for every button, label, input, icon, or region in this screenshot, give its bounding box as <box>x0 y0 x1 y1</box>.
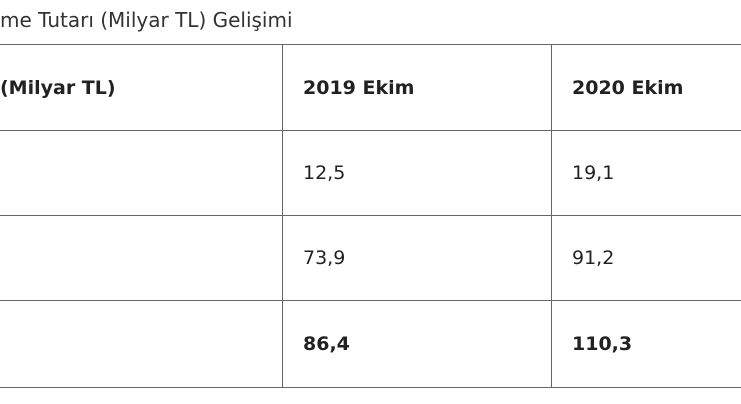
row-border <box>0 215 741 216</box>
table-cell: 86,4 <box>303 332 350 355</box>
header-cell: 2020 Ekim <box>572 77 684 99</box>
row-border <box>0 130 741 131</box>
row-border <box>0 300 741 301</box>
column-border <box>551 44 552 387</box>
table-cell: 19,1 <box>572 161 615 184</box>
header-cell: (Milyar TL) <box>0 77 116 99</box>
title: me Tutarı (Milyar TL) Gelişimi <box>0 8 293 32</box>
table-cell: 12,5 <box>303 161 346 184</box>
table-cell: 91,2 <box>572 246 615 269</box>
row-border <box>0 387 741 388</box>
column-border <box>282 44 283 387</box>
row-border <box>0 44 741 45</box>
table-cell: 110,3 <box>572 332 633 355</box>
header-cell: 2019 Ekim <box>303 77 415 99</box>
table-cell: 73,9 <box>303 246 346 269</box>
